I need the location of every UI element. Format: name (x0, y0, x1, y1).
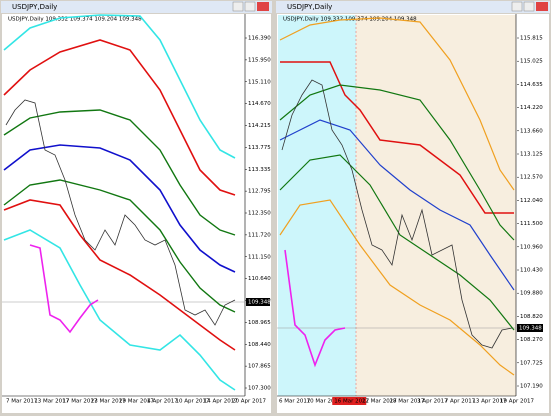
chart-area (2, 14, 271, 413)
indicator-line (3, 179, 236, 313)
indicator-line (279, 154, 515, 331)
price-box (517, 324, 543, 332)
x-tick-label: 10 Apr 2017 (176, 399, 211, 405)
y-tick-label: 111.150 (248, 254, 271, 260)
price-label: 109.348 (519, 326, 542, 332)
x-tick-label: 7 Mar 2017 (6, 399, 38, 405)
y-tick-label: 108.820 (520, 314, 543, 320)
y-axis-labels: 116.390 115.950 115.110 114.670 114.215 113.7… (245, 36, 271, 392)
x-tick-label: 3 Apr 2017 (417, 399, 448, 405)
close-button[interactable] (257, 2, 269, 11)
caption: USDJPY,Daily (287, 3, 332, 11)
y-tick-label: 108.270 (520, 337, 543, 343)
y-tick-label: 113.660 (520, 128, 543, 134)
x-tick-label: 23 Mar 2017 (91, 399, 126, 405)
y-tick-label: 112.570 (520, 175, 543, 181)
x-tick-label: 22 Mar 2017 (362, 399, 397, 405)
session-shade (356, 15, 516, 396)
y-tick-label: 113.335 (248, 167, 271, 173)
indicator-line (3, 144, 236, 273)
indicator-line (3, 39, 236, 196)
y-tick-label: 113.775 (248, 145, 271, 151)
indicator-line (279, 84, 515, 241)
price-box (246, 298, 270, 306)
indicator-line (29, 244, 99, 334)
y-tick-label: 108.965 (248, 320, 271, 326)
y-tick-label: 115.950 (248, 57, 271, 63)
indicator-line (3, 109, 236, 236)
y-tick-label: 111.720 (248, 232, 271, 238)
indicator-line (3, 229, 236, 391)
minimize-button[interactable] (232, 1, 244, 12)
y-tick-label: 107.190 (520, 384, 543, 390)
y-tick-label: 112.795 (248, 189, 271, 195)
x-tick-label: 7 Apr 2017 (445, 399, 476, 405)
x-tick-label: 16 Mar 2017 (334, 399, 369, 405)
y-tick-label: 116.390 (248, 36, 271, 42)
x-tick-label: 20 Apr 2017 (232, 399, 267, 405)
price-trace (5, 99, 236, 326)
y-tick-label: 109.880 (520, 291, 543, 297)
x-tick-label: 17 Mar 2017 (63, 399, 98, 405)
y-tick-label: 114.635 (520, 82, 543, 88)
y-tick-label: 114.215 (248, 123, 271, 129)
chart-window: USDJPY,Daily USDJPY,Daily 109.332 109.37… (275, 0, 551, 416)
indicator-line (279, 199, 515, 376)
x-tick-label: 13 Mar 2017 (34, 399, 69, 405)
session-shade (278, 15, 356, 396)
minimize-button[interactable] (511, 1, 523, 12)
caption: USDJPY,Daily (12, 3, 57, 11)
x-tick-label: 13 Apr 2017 (472, 399, 507, 405)
y-tick-label: 114.220 (520, 105, 543, 111)
x-tick-label: 29 Mar 2017 (119, 399, 154, 405)
maximize-button[interactable] (523, 1, 535, 12)
indicator-line (279, 17, 515, 191)
y-tick-label: 110.960 (520, 244, 543, 250)
highlight (332, 397, 367, 405)
x-tick-label: 14 Apr 2017 (204, 399, 239, 405)
y-tick-label: 107.300 (248, 386, 271, 392)
y-tick-label: 107.725 (520, 360, 543, 366)
indicator-line (280, 61, 514, 214)
y-tick-label: 111.500 (520, 221, 543, 227)
chart-window: USDJPY,Daily USDJPY,Daily 109.332 109.37… (0, 0, 273, 416)
y-tick-label: 107.865 (248, 364, 271, 370)
x-tick-label: 28 Mar 2017 (390, 399, 425, 405)
y-tick-label: 110.640 (248, 276, 271, 282)
y-tick-label: 115.025 (520, 59, 543, 65)
y-tick-label: 112.350 (248, 211, 271, 217)
close-button[interactable] (536, 2, 548, 11)
indicator-line (3, 14, 236, 159)
maximize-button[interactable] (244, 1, 256, 12)
y-tick-label: 113.125 (520, 152, 543, 158)
y-tick-label: 110.430 (520, 268, 543, 274)
x-tick-label: 6 Mar 2017 (279, 399, 311, 405)
x-tick-label: 4 Apr 2017 (147, 399, 178, 405)
indicator-line (284, 249, 346, 368)
indicator-line (3, 199, 236, 351)
x-tick-label: 10 Mar 2017 (307, 399, 342, 405)
y-tick-label: 112.040 (520, 198, 543, 204)
price-trace (281, 79, 513, 349)
y-tick-label: 115.815 (520, 36, 543, 42)
chart-title: USDJPY,Daily 109.332 109.374 109.204 109… (8, 17, 142, 23)
x-tick-label: 19 Apr 2017 (500, 399, 535, 405)
indicator-line (279, 119, 515, 291)
price-label: 109.348 (248, 300, 271, 306)
caption-bar (1, 1, 272, 13)
y-tick-label: 114.670 (248, 101, 271, 107)
y-tick-label: 108.440 (248, 342, 271, 348)
y-tick-label: 115.110 (248, 79, 271, 85)
caption-bar (276, 1, 550, 13)
y-axis-labels: 115.815 115.025 114.635 114.220 113.660 113.1… (517, 36, 543, 390)
